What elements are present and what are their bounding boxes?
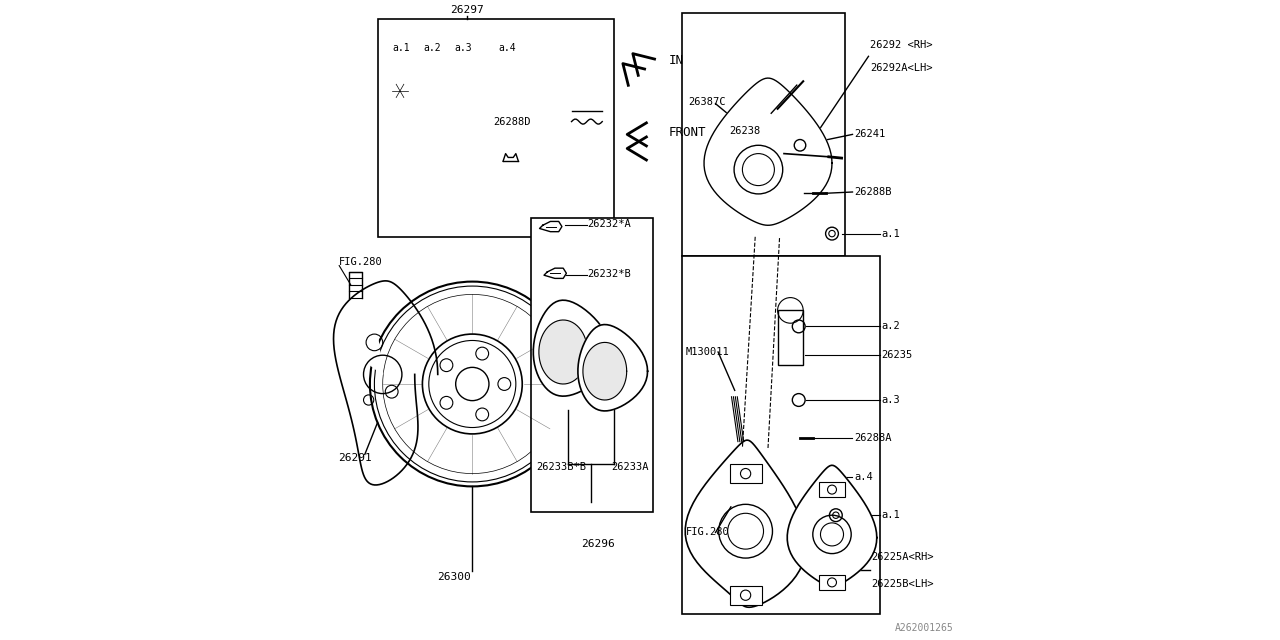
Polygon shape [787,465,877,587]
Text: 26232*B: 26232*B [588,269,631,279]
Text: FIG.280: FIG.280 [686,527,730,538]
Bar [777,310,804,365]
Polygon shape [540,221,562,232]
Text: a.1: a.1 [881,510,900,520]
Text: 26292A<LH>: 26292A<LH> [870,63,933,74]
Text: 26235: 26235 [881,350,913,360]
Bar [681,256,881,614]
Polygon shape [577,324,648,411]
Bar [730,586,762,605]
Text: 26225B<LH>: 26225B<LH> [872,579,934,589]
Text: IN: IN [668,54,684,67]
Text: A262001265: A262001265 [895,623,954,634]
Text: 26292 <RH>: 26292 <RH> [870,40,933,50]
Bar [378,19,614,237]
Text: 26233A: 26233A [612,462,649,472]
Text: 26225A<RH>: 26225A<RH> [872,552,934,562]
Text: a.4: a.4 [855,472,873,482]
Text: a.1: a.1 [392,43,410,53]
Text: a.1: a.1 [881,228,900,239]
Bar [819,575,845,590]
Text: 26233B*B: 26233B*B [536,462,586,472]
Polygon shape [539,320,588,384]
Text: a.4: a.4 [498,43,516,53]
Polygon shape [544,268,566,278]
Text: a.2: a.2 [881,321,900,332]
Text: 26387C: 26387C [689,97,726,108]
Text: 26288D: 26288D [493,116,530,127]
Text: a.2: a.2 [424,43,442,53]
Bar [819,482,845,497]
Polygon shape [704,78,832,225]
Polygon shape [534,300,611,396]
Polygon shape [685,440,806,607]
Text: 26238: 26238 [730,126,760,136]
Polygon shape [334,281,438,485]
Bar [572,69,602,82]
Text: 26291: 26291 [338,452,371,463]
Text: 26288B: 26288B [855,187,892,197]
Text: 26288A: 26288A [855,433,892,444]
Text: 26300: 26300 [438,572,471,582]
Polygon shape [582,342,627,400]
Text: FIG.280: FIG.280 [339,257,383,268]
Text: FRONT: FRONT [668,126,707,139]
Bar [568,82,605,165]
Bar [730,464,762,483]
Bar [531,218,653,512]
Text: 26297: 26297 [451,4,484,15]
Bar [681,13,845,256]
Text: 26241: 26241 [855,129,886,140]
Text: 26232*A: 26232*A [588,219,631,229]
Text: a.3: a.3 [454,43,472,53]
Text: M130011: M130011 [686,347,730,357]
Text: a.3: a.3 [881,395,900,405]
Text: 26296: 26296 [581,539,614,549]
Polygon shape [349,295,383,374]
